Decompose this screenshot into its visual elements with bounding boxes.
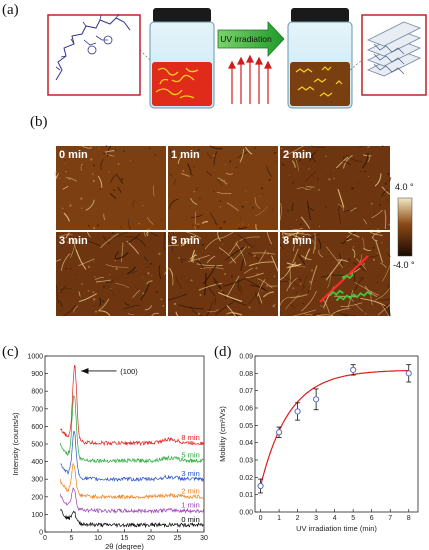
xrd-ytick-label: 600: [31, 424, 43, 431]
mobility-ytick-label: 0.04: [239, 440, 253, 447]
mobility-fit-curve: [260, 369, 409, 487]
mobility-xtick-label: 5: [351, 515, 355, 522]
xrd-ylabel: Intensity (counts/s): [11, 412, 20, 475]
afm-tile: 8 min: [279, 231, 391, 317]
afm-time-label: 1 min: [171, 149, 200, 161]
mobility-xtick-label: 7: [388, 515, 392, 522]
mobility-point: [257, 482, 264, 490]
vial-after: [287, 8, 353, 109]
xrd-ytick-label: 500: [31, 442, 43, 449]
xrd-series-line: [60, 487, 204, 515]
xrd-series-line: [60, 365, 204, 447]
afm-time-label: 2 min: [283, 149, 312, 161]
xrd-xtick-label: 15: [121, 535, 129, 542]
xrd-series-label: 3 min: [181, 469, 199, 478]
afm-tile: 0 min: [54, 145, 166, 231]
xrd-series-label: 0 min: [181, 515, 199, 524]
xrd-series-line: [60, 508, 204, 529]
xrd-ytick-label: 900: [31, 371, 43, 378]
mobility-chart: 0 1 2 3 4 5 6 7 8 0.00 0.01 0.02 0.03 0.04 0.05 0.06 0.0…: [218, 354, 419, 533]
mobility-xtick-label: 3: [314, 515, 318, 522]
mobility-ytick-label: 0.01: [239, 492, 253, 499]
xrd-xtick-label: 5: [70, 535, 74, 542]
mobility-xlabel: UV irradiation time (min): [296, 524, 377, 533]
fibril-overlay: [319, 255, 372, 303]
uv-rays: [228, 54, 272, 104]
mobility-point: [313, 396, 320, 403]
xrd-xtick-label: 30: [200, 535, 208, 542]
mobility-point: [350, 366, 357, 373]
xrd-ytick-label: 200: [31, 494, 43, 501]
afm-time-label: 3 min: [59, 235, 88, 247]
mobility-ytick-label: 0.03: [239, 458, 253, 465]
mobility-xtick-label: 0: [259, 515, 263, 522]
mobility-point: [294, 408, 301, 415]
xrd-xtick-label: 25: [174, 535, 182, 542]
xrd-series-label: 2 min: [181, 487, 199, 496]
polymer-chain: [55, 17, 131, 81]
xrd-xlabel: 2θ (degree): [105, 542, 144, 550]
scale-bar: 300 nm: [352, 318, 384, 335]
xrd-series-label: 1 min: [181, 501, 199, 510]
afm-tile: 5 min: [167, 230, 279, 317]
colorbar-max-label: 4.0 °: [395, 182, 414, 192]
xrd-chart: 0 5 10 15 20 25 300100200300400500600700800900…: [11, 354, 208, 550]
xrd-xtick-label: 10: [94, 535, 102, 542]
vial-before: [149, 8, 215, 109]
afm-time-label: 5 min: [171, 235, 200, 247]
panel-label-b: (b): [30, 114, 48, 130]
xrd-xtick-label: 20: [147, 535, 155, 542]
afm-tile: 2 min: [279, 145, 392, 231]
mobility-ytick-label: 0.09: [239, 354, 253, 361]
xrd-series-line: [60, 462, 204, 500]
mobility-xtick-label: 1: [277, 515, 281, 522]
xrd-ytick-label: 100: [31, 512, 43, 519]
xrd-ytick-label: 700: [31, 406, 43, 413]
mobility-ylabel: Mobility (cm²/Vs): [218, 406, 227, 462]
xrd-series-line: [60, 430, 204, 483]
afm-image-grid: 0 min 1 min 2 min 3 min 5 min 8 min: [54, 145, 392, 317]
xrd-ytick-label: 0: [39, 530, 43, 537]
mobility-xtick-label: 2: [296, 515, 300, 522]
xrd-ytick-label: 300: [31, 477, 43, 484]
mobility-ytick-label: 0.02: [239, 475, 253, 482]
xrd-ytick-label: 1000: [27, 354, 43, 361]
xrd-series-line: [60, 395, 204, 464]
xrd-ytick-label: 400: [31, 459, 43, 466]
uv-arrow: UV irradiation: [217, 20, 285, 58]
mobility-ytick-label: 0.08: [239, 371, 253, 378]
uv-arrow-label: UV irradiation: [220, 34, 272, 44]
panel-label-c: (c): [2, 344, 19, 360]
afm-tile: 1 min: [168, 145, 278, 231]
xrd-series-label: 8 min: [181, 433, 199, 442]
colorbar: 4.0 ° -4.0 °: [393, 182, 415, 270]
lamellar-stack: [366, 21, 422, 77]
mobility-ytick-label: 0.07: [239, 388, 253, 395]
xrd-xtick-label: 0: [43, 535, 47, 542]
mobility-xtick-label: 8: [407, 515, 411, 522]
afm-tile: 3 min: [55, 231, 167, 317]
xrd-series-label: 5 min: [181, 451, 199, 460]
panel-a-schematic: UV irradiation: [47, 8, 427, 109]
panel-label-d: (d): [214, 344, 232, 360]
mobility-xtick-label: 4: [333, 515, 337, 522]
colorbar-min-label: -4.0 °: [393, 260, 415, 270]
mobility-point: [405, 370, 412, 377]
xrd-peak-annotation: (100): [120, 367, 138, 376]
afm-time-label: 0 min: [59, 149, 88, 161]
mobility-xtick-label: 6: [370, 515, 374, 522]
mobility-ytick-label: 0.05: [239, 423, 253, 430]
molecule-inset: [47, 14, 141, 96]
mobility-ytick-label: 0.06: [239, 406, 253, 413]
mobility-ytick-label: 0.00: [239, 510, 253, 517]
scale-bar-label: 300 nm: [352, 325, 383, 335]
afm-time-label: 8 min: [283, 235, 312, 247]
xrd-ytick-label: 800: [31, 389, 43, 396]
mobility-point: [275, 429, 283, 436]
panel-label-a: (a): [2, 2, 19, 18]
